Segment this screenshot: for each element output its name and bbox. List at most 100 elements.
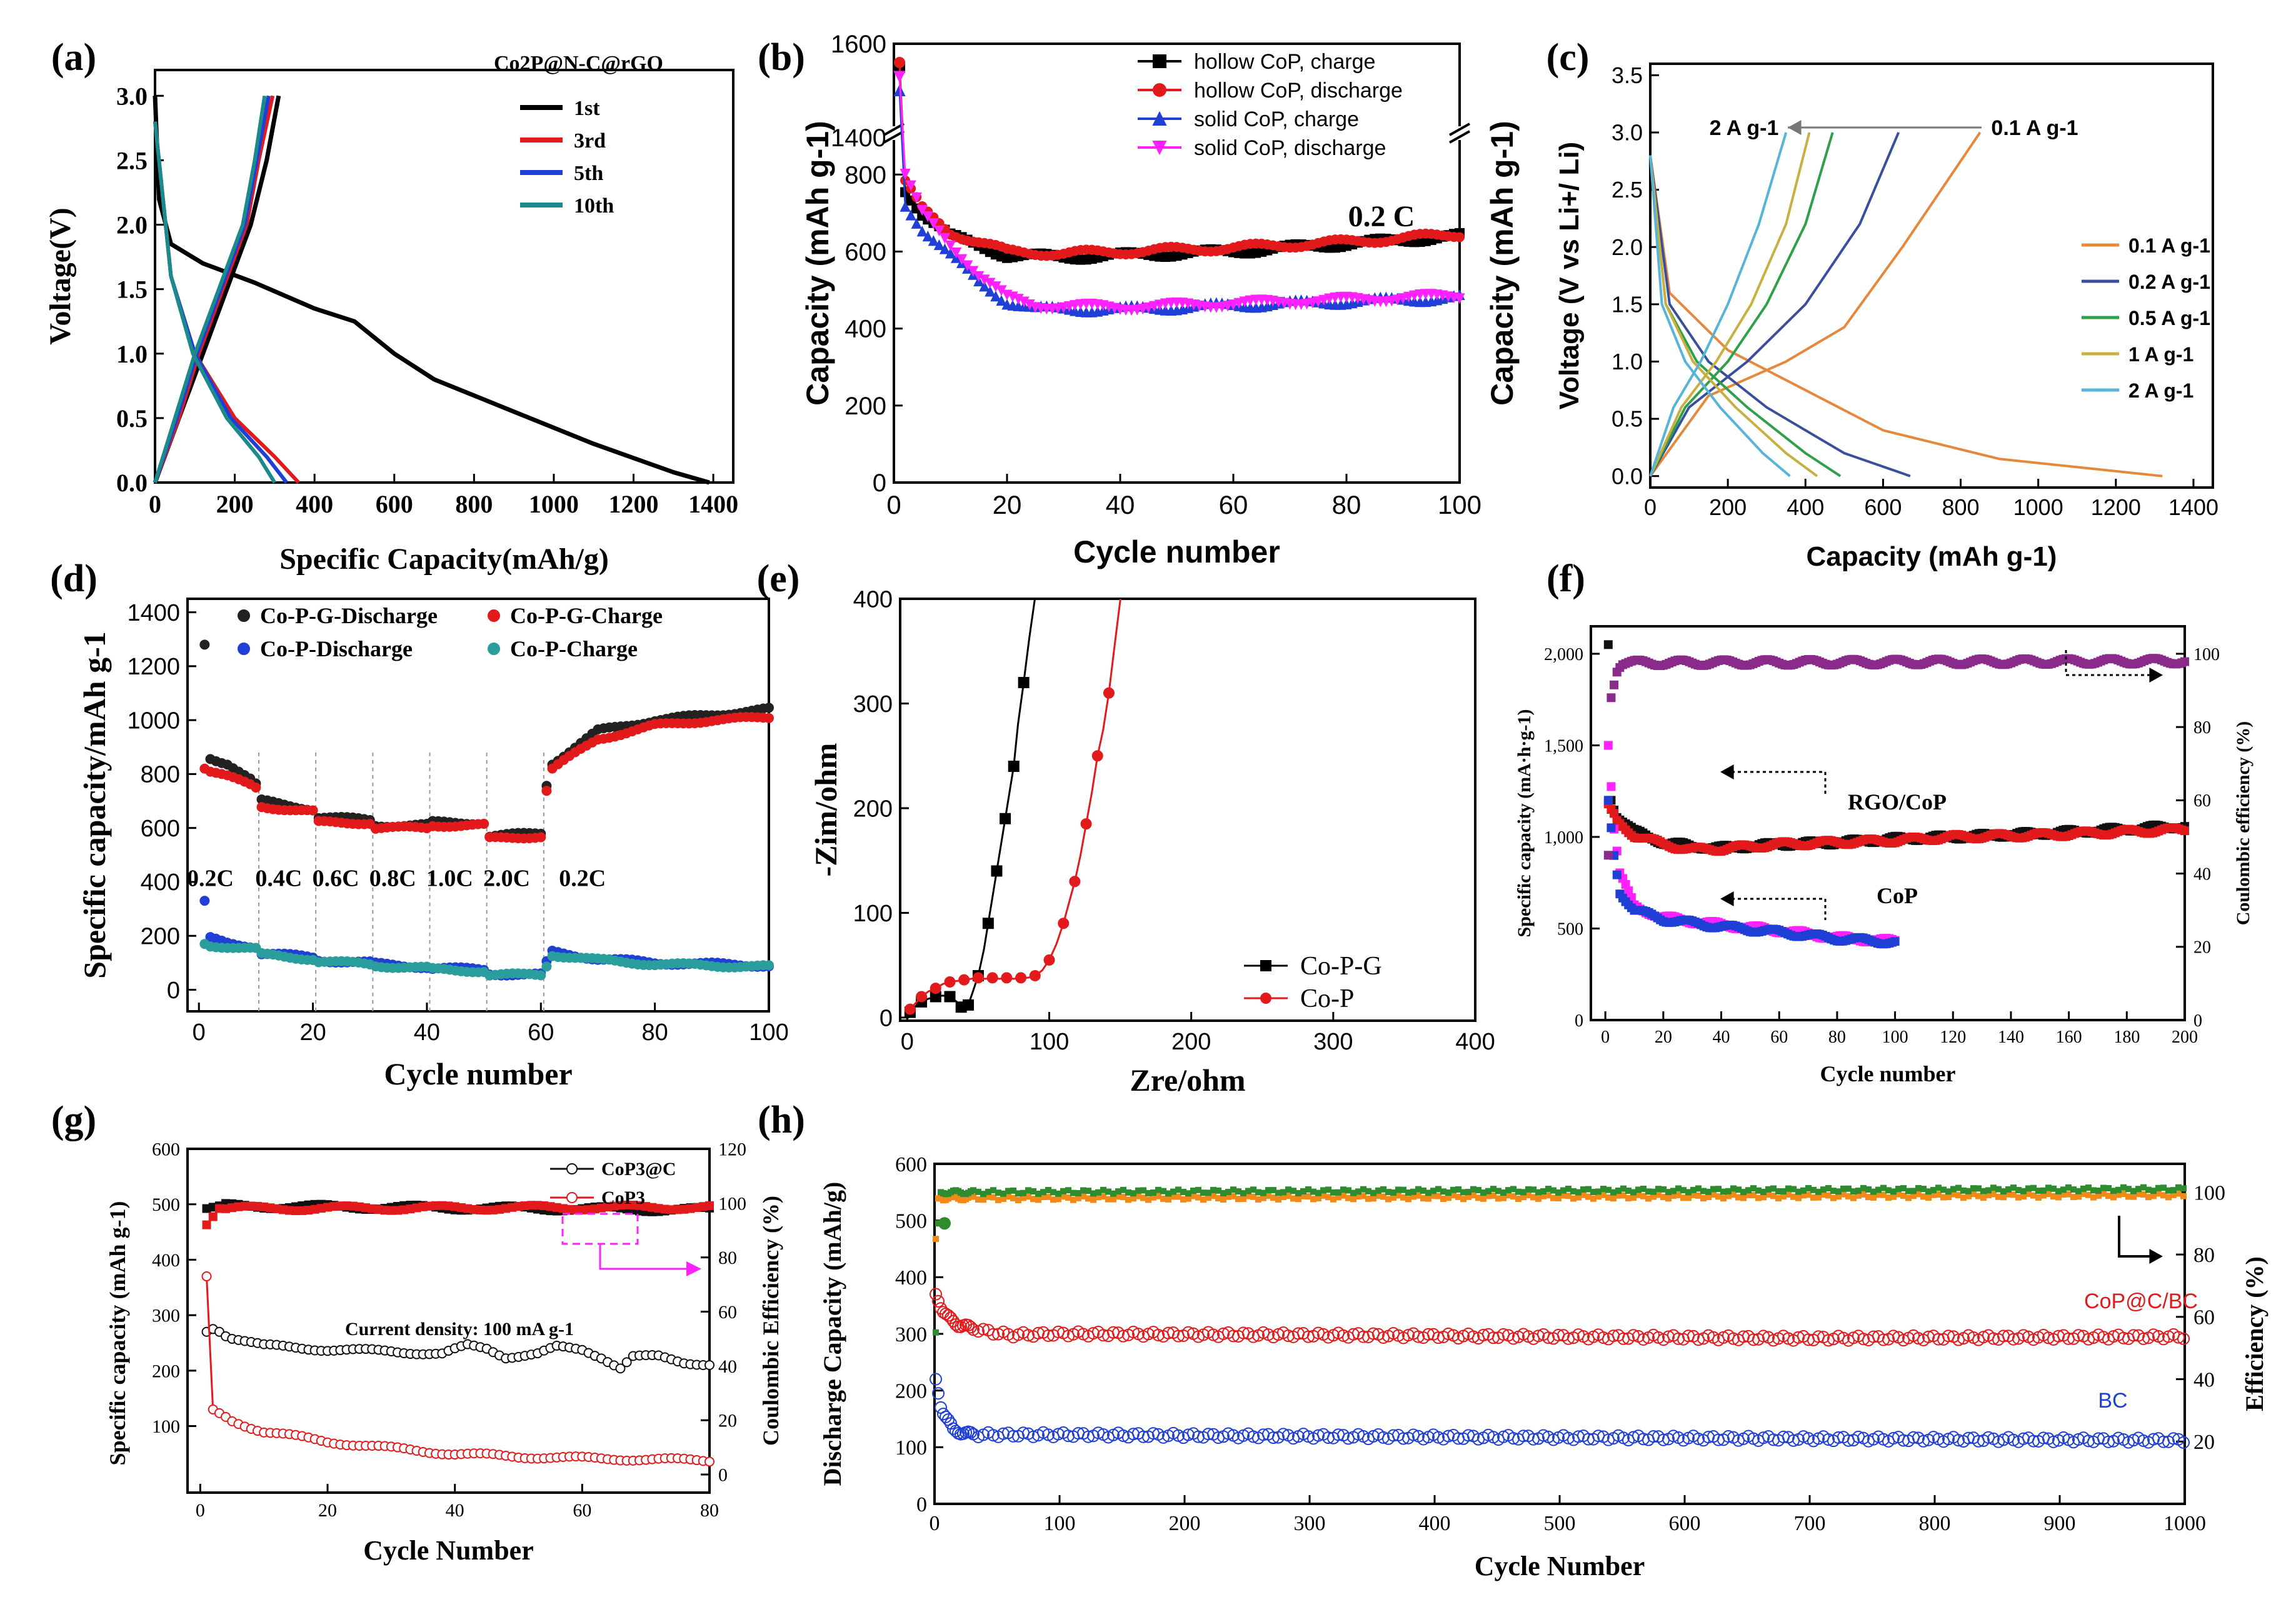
data-point-Coulombic efficiency	[1603, 851, 1613, 860]
data-point-Efficiency BC	[1155, 1186, 1161, 1193]
data-point-Efficiency CoP@C/BC	[1600, 1191, 1607, 1198]
data-point-Efficiency CoP@C/BC	[1005, 1193, 1011, 1200]
data-point-Efficiency BC	[1855, 1188, 1862, 1194]
data-point-Efficiency BC	[1940, 1186, 1947, 1193]
annotation-g: Current density: 100 mA g-1	[345, 1319, 574, 1339]
series-line-0.2 A g-1	[1649, 132, 1900, 477]
data-point-Efficiency CoP@C/BC	[1950, 1191, 1957, 1198]
data-point-Efficiency CoP@C/BC	[1555, 1195, 1562, 1202]
data-point-Efficiency CoP@C/BC	[2015, 1194, 2022, 1201]
plot-frame-f	[1590, 625, 2186, 1021]
data-point-BC	[1247, 1430, 1260, 1443]
axis-break-gap	[885, 126, 903, 140]
data-point-Efficiency BC	[1460, 1189, 1466, 1196]
data-point-Efficiency BC	[1640, 1185, 1647, 1192]
data-point-Efficiency CoP@C/BC	[1850, 1194, 1857, 1201]
data-point-Efficiency BC	[1550, 1187, 1557, 1194]
data-point-solid CoP, discharge	[1148, 301, 1160, 312]
data-point-Efficiency CoP@C/BC	[1420, 1195, 1426, 1202]
data-point-Efficiency BC	[2030, 1184, 2037, 1191]
x-tick-label: 1000	[2013, 494, 2063, 520]
data-point-Efficiency CoP@C/BC	[1505, 1192, 1511, 1199]
x-tick-label: 400	[1787, 494, 1824, 520]
data-point-Efficiency BC	[1425, 1189, 1431, 1196]
data-point-Efficiency BC	[1670, 1188, 1677, 1194]
data-point-solid CoP, discharge	[922, 211, 933, 223]
data-point-Efficiency BC	[1490, 1186, 1496, 1193]
data-point-Co-P-G-Charge	[764, 713, 774, 723]
data-point-CoP capacity (blue)	[1890, 937, 1900, 946]
data-point-solid CoP, charge	[911, 218, 922, 229]
data-point-Co-P	[930, 983, 941, 994]
y-tick-label: 0	[916, 1493, 927, 1516]
rate-label-d: 1.0C	[426, 865, 473, 891]
data-point-BC	[1887, 1432, 1900, 1445]
data-point-Efficiency BC	[1485, 1188, 1491, 1194]
data-point-BC	[987, 1429, 1000, 1442]
data-point-Efficiency BC	[1510, 1186, 1516, 1193]
y-tick-label: 600	[895, 1153, 927, 1176]
data-point-Efficiency BC	[1205, 1189, 1211, 1196]
data-point-Efficiency BC	[2110, 1188, 2117, 1194]
data-point-Efficiency BC	[1130, 1190, 1136, 1197]
data-point-solid CoP, discharge	[1137, 304, 1148, 315]
series-line-1 A g-1	[1649, 132, 1811, 477]
x-tick-label: 0	[886, 490, 901, 519]
data-point-solid CoP, discharge	[1154, 299, 1165, 311]
data-point-Efficiency CoP@C/BC	[1480, 1195, 1486, 1202]
data-point-Efficiency CoP@C/BC	[2180, 1193, 2187, 1199]
data-point-Efficiency BC	[1930, 1187, 1937, 1194]
data-point-Efficiency CoP@C/BC	[1535, 1195, 1542, 1202]
data-point-Efficiency BC	[1850, 1188, 1857, 1195]
data-point-Efficiency BC	[2160, 1184, 2167, 1191]
data-point-BC	[2007, 1433, 2020, 1446]
data-point-BC	[2137, 1434, 2150, 1447]
data-point-BC	[1822, 1433, 1835, 1446]
data-point-Efficiency BC	[1175, 1186, 1181, 1193]
data-point-Efficiency CoP@C/BC	[1070, 1196, 1076, 1203]
data-point-Efficiency BC	[1755, 1187, 1762, 1194]
data-point-Efficiency CoP@C/BC	[2135, 1191, 2142, 1198]
x-tick-label: 600	[376, 490, 413, 518]
y-tick-label: 2,000	[1544, 645, 1583, 664]
highlight-arrow-g	[599, 1244, 691, 1270]
data-point-CoP3@C	[704, 1359, 714, 1370]
data-point-Efficiency CoP@C/BC	[1920, 1193, 1927, 1200]
x-tick-label: 300	[1313, 1029, 1353, 1055]
data-point-Efficiency BC	[1505, 1187, 1511, 1194]
data-point-CoP@C/BC	[1402, 1329, 1415, 1342]
legend-label-b: hollow CoP, discharge	[1194, 79, 1403, 103]
data-point-Efficiency CoP@C/BC	[1180, 1196, 1186, 1203]
data-point-Efficiency CoP@C/BC	[1470, 1192, 1476, 1199]
x-tick-label: 0	[901, 1029, 914, 1055]
data-point-Efficiency CoP@C/BC	[1125, 1196, 1131, 1203]
data-point-Efficiency CoP@C/BC	[1550, 1194, 1557, 1201]
data-point-Efficiency BC	[1515, 1188, 1521, 1195]
data-point-CoP@C/BC	[1792, 1331, 1805, 1344]
y2-tick-label: 40	[2193, 864, 2211, 884]
x-tick-label: 0	[149, 490, 161, 518]
data-point-Efficiency BC	[2055, 1188, 2062, 1194]
data-point-CE CoP3	[208, 1212, 218, 1221]
data-point-Efficiency CoP@C/BC	[1440, 1195, 1446, 1202]
data-point-Efficiency BC	[2085, 1184, 2092, 1191]
data-point-Efficiency CoP@C/BC	[1695, 1192, 1702, 1199]
data-point-Efficiency CoP@C/BC	[1610, 1195, 1617, 1202]
data-point-Efficiency BC	[1295, 1189, 1301, 1196]
data-point-Efficiency BC	[1520, 1189, 1526, 1196]
data-point-Efficiency BC	[1770, 1185, 1777, 1192]
data-point-Efficiency BC	[2155, 1184, 2162, 1191]
data-point-Efficiency BC	[2170, 1187, 2177, 1194]
data-point-Efficiency CoP@C/BC	[2120, 1191, 2127, 1198]
data-point-Efficiency BC	[1790, 1186, 1797, 1193]
y-tick-label: 1600	[831, 31, 886, 58]
legend-label-a: 3rd	[574, 129, 606, 153]
legend-marker-g	[566, 1192, 578, 1203]
data-point-CoP@C/BC	[1912, 1332, 1925, 1345]
plot-frame-d	[186, 598, 770, 1013]
data-point-Efficiency CoP@C/BC	[1435, 1193, 1441, 1199]
legend-marker-d	[238, 609, 250, 622]
series-line-solid CoP, charge	[898, 90, 906, 206]
data-point-Co-P	[958, 974, 970, 986]
data-point-Efficiency CoP@C/BC	[1455, 1193, 1461, 1200]
